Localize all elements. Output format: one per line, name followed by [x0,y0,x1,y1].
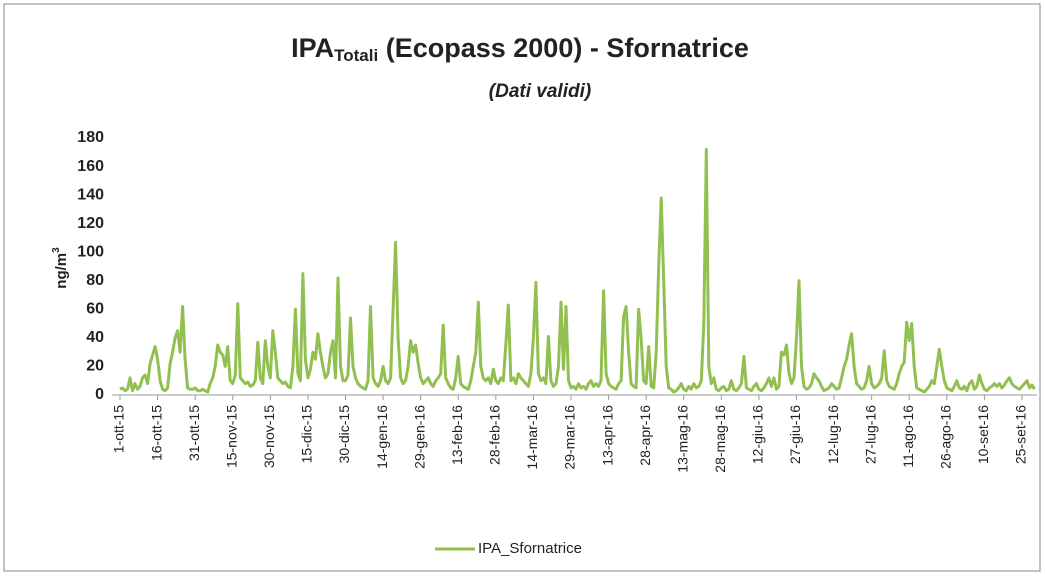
y-tick-label: 180 [77,129,104,146]
y-tick-label: 160 [77,158,104,175]
x-tick-label: 29-mar-16 [562,405,578,470]
y-tick-label: 0 [95,386,104,403]
y-label-sup: 3 [51,247,62,253]
x-tick-label: 15-nov-15 [223,405,239,468]
chart-frame [3,3,1041,572]
title-main: IPA [291,33,334,63]
chart-title: IPATotali (Ecopass 2000) - Sfornatrice [291,33,749,65]
y-tick-label: 40 [86,329,104,346]
x-tick-label: 30-nov-15 [261,405,277,468]
legend-label: IPA_Sfornatrice [478,540,582,557]
x-tick-label: 11-ago-16 [900,405,916,468]
data-line [119,147,1036,394]
y-label-main: ng/m [53,253,70,289]
x-tick-label: 10-set-16 [975,405,991,464]
x-tick-label: 30-dic-15 [336,405,352,464]
x-tick-label: 13-mag-16 [674,405,690,473]
x-tick-label: 12-lug-16 [825,405,841,464]
x-tick-label: 27-giu-16 [787,405,803,464]
x-tick-label: 1-ott-15 [111,405,127,453]
x-tick-label: 28-apr-16 [637,405,653,466]
x-tick-label: 13-feb-16 [449,405,465,465]
x-tick-label: 25-set-16 [1013,405,1029,464]
x-tick-label: 27-lug-16 [862,405,878,464]
y-tick-label: 80 [86,272,104,289]
x-tick-label: 14-mar-16 [524,405,540,470]
chart-subtitle: (Dati validi) [489,81,591,102]
y-axis-label: ng/m3 [51,247,70,289]
x-tick-label: 13-apr-16 [599,405,615,466]
x-tick-label: 14-gen-16 [374,405,390,469]
y-tick-label: 100 [77,243,104,260]
y-tick-label: 20 [86,358,104,375]
y-tick-label: 140 [77,186,104,203]
x-tick-label: 29-gen-16 [411,405,427,469]
x-tick-label: 28-mag-16 [712,405,728,473]
title-rest: (Ecopass 2000) - Sfornatrice [378,33,749,63]
title-subscript: Totali [334,46,378,65]
x-tick-label: 15-dic-15 [299,405,315,464]
y-tick-label: 60 [86,301,104,318]
x-tick-label: 12-giu-16 [750,405,766,464]
y-tick-label: 120 [77,215,104,232]
x-tick-label: 16-ott-15 [148,405,164,461]
x-tick-label: 28-feb-16 [487,405,503,465]
x-tick-label: 26-ago-16 [938,405,954,469]
x-tick-label: 31-ott-15 [186,405,202,461]
